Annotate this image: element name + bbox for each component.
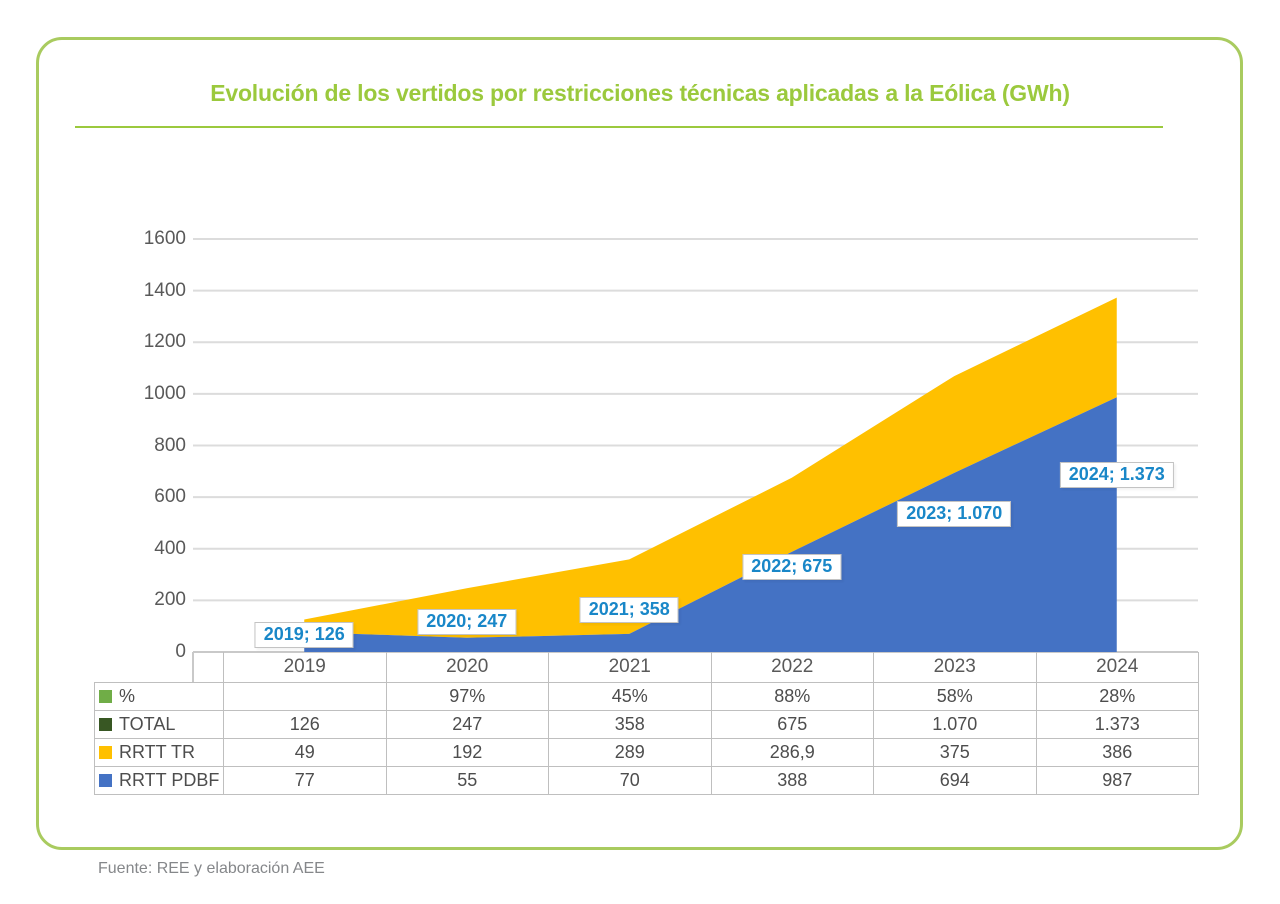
table-row: TOTAL 126 247 358 675 1.070 1.373 (94, 709, 1199, 739)
legend-swatch-% (99, 689, 112, 703)
area-rrtt-tr (304, 297, 1117, 638)
row-label: TOTAL (119, 713, 176, 734)
value-cell: 1.070 (873, 709, 1037, 739)
value-cell: 49 (223, 737, 387, 767)
row-header-cell: RRTT TR (94, 737, 224, 767)
value-cell: 675 (710, 709, 874, 739)
y-axis-tick-label: 400 (154, 537, 186, 559)
value-cell: 88% (710, 681, 874, 711)
row-header-cell: RRTT PDBF (94, 765, 224, 795)
title-underline (75, 126, 1163, 128)
value-cell: 247 (385, 709, 549, 739)
legend-swatch-total (99, 717, 112, 731)
x-axis-category-label: 2020 (385, 652, 549, 683)
data-table-body: 2019 2020 2021 2022 2023 2024% 97% 45% 88% 58% 28%… (94, 652, 1199, 795)
y-axis-tick-label: 1600 (143, 228, 186, 249)
row-header-cell: % (94, 681, 224, 711)
footer-source: Fuente: REE y elaboración AEE (98, 860, 325, 877)
table-row: RRTT TR 49 192 289 286,9 375 386 (94, 737, 1199, 767)
y-axis-tick-label: 0 (175, 641, 186, 662)
y-axis-tick-label: 1400 (143, 279, 186, 301)
x-axis-category-label: 2019 (223, 652, 387, 683)
table-row: % 97% 45% 88% 58% 28% (94, 681, 1199, 711)
y-axis-tick-label: 1200 (143, 331, 186, 353)
x-axis-row: 2019 2020 2021 2022 2023 2024 (95, 652, 1199, 683)
value-cell: 77 (223, 765, 387, 795)
point-label: 2022; 675 (742, 554, 842, 580)
legend-swatch-rrtt-tr (99, 745, 112, 759)
value-cell: 388 (710, 765, 874, 795)
value-cell: 58% (873, 681, 1037, 711)
point-label: 2019; 126 (254, 622, 354, 648)
point-label: 2024; 1.373 (1059, 462, 1174, 488)
point-label: 2020; 247 (417, 609, 517, 635)
value-cell: 987 (1035, 765, 1199, 795)
y-axis-tick-label: 600 (154, 486, 186, 508)
x-axis-category-label: 2024 (1035, 652, 1199, 683)
value-cell: 375 (873, 737, 1037, 767)
card-frame (36, 37, 1243, 850)
area-rrtt-pdbf (304, 397, 1117, 652)
x-axis-category-label: 2021 (548, 652, 712, 683)
point-label: 2021; 358 (579, 597, 679, 623)
value-cell: 386 (1035, 737, 1199, 767)
row-label: RRTT TR (119, 741, 196, 762)
value-cell: 286,9 (710, 737, 874, 767)
y-axis-tick-label: 800 (154, 434, 186, 456)
value-cell (223, 681, 387, 711)
value-cell: 45% (548, 681, 712, 711)
row-label: RRTT PDBF (119, 769, 220, 790)
x-axis-category-label: 2022 (710, 652, 874, 683)
x-axis-category-label: 2023 (873, 652, 1037, 683)
value-cell: 55 (385, 765, 549, 795)
row-label: % (119, 685, 136, 706)
table-row: RRTT PDBF 77 55 70 388 694 987 (94, 765, 1199, 795)
value-cell: 289 (548, 737, 712, 767)
chart-title: Evolución de los vertidos por restriccio… (210, 80, 1070, 106)
legend-swatch-rrtt-pdbf (99, 773, 112, 787)
value-cell: 192 (385, 737, 549, 767)
value-cell: 358 (548, 709, 712, 739)
point-label: 2023; 1.070 (897, 501, 1012, 527)
data-table: 2019 2020 2021 2022 2023 2024% 97% 45% 88% 58% 28%… (94, 652, 1199, 795)
value-cell: 70 (548, 765, 712, 795)
value-cell: 694 (873, 765, 1037, 795)
y-axis-tick-label: 200 (154, 589, 186, 611)
value-cell: 28% (1035, 681, 1199, 711)
table-corner-cell (95, 652, 224, 682)
row-header-cell: TOTAL (94, 709, 224, 739)
value-cell: 97% (385, 681, 549, 711)
value-cell: 1.373 (1035, 709, 1199, 739)
y-axis-tick-label: 1000 (143, 382, 186, 404)
value-cell: 126 (223, 709, 387, 739)
